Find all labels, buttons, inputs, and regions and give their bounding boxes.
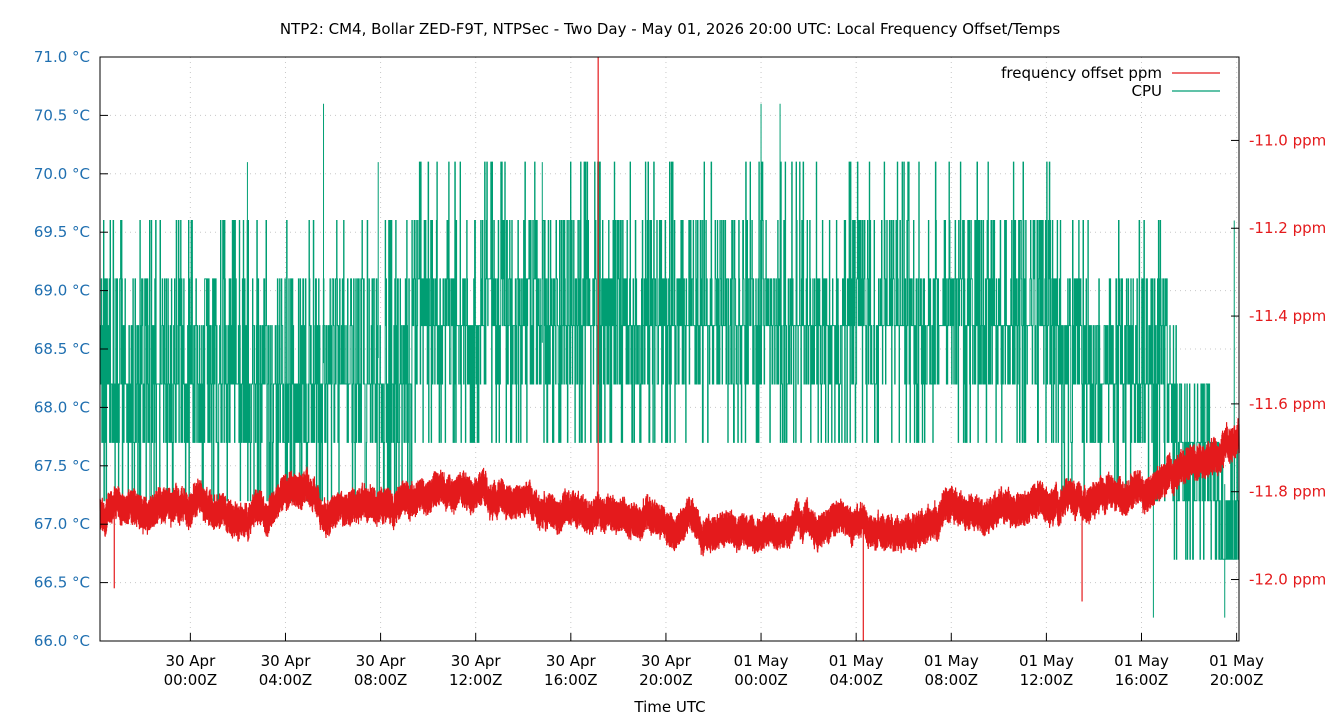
tick-label-x-date: 30 Apr — [165, 652, 216, 670]
y-axis-right: -11.0 ppm -11.2 ppm -11.4 ppm -11.6 ppm -11.… — [1231, 131, 1326, 589]
tick-label-x-date: 01 May — [1114, 652, 1169, 670]
tick-label-x-time: 04:00Z — [259, 671, 313, 689]
tick-label-left: 66.5 °C — [34, 574, 90, 592]
tick-label-x-time: 00:00Z — [164, 671, 218, 689]
tick-label-right: -11.6 ppm — [1249, 395, 1326, 413]
tick-label-right: -11.2 ppm — [1249, 219, 1326, 237]
tick-label-x-date: 01 May — [829, 652, 884, 670]
tick-label-left: 69.0 °C — [34, 282, 90, 300]
tick-label-x-time: 16:00Z — [544, 671, 598, 689]
tick-label-right: -11.8 ppm — [1249, 483, 1326, 501]
legend-label: CPU — [1132, 82, 1163, 100]
tick-label-right: -12.0 ppm — [1249, 571, 1326, 589]
tick-label-left: 67.5 °C — [34, 457, 90, 475]
tick-label-x-date: 30 Apr — [261, 652, 312, 670]
chart-title: NTP2: CM4, Bollar ZED-F9T, NTPSec - Two … — [280, 20, 1061, 38]
tick-label-left: 69.5 °C — [34, 223, 90, 241]
tick-label-x-date: 30 Apr — [546, 652, 597, 670]
tick-label-x-date: 30 Apr — [451, 652, 502, 670]
tick-label-left: 67.0 °C — [34, 515, 90, 533]
tick-label-x-time: 00:00Z — [734, 671, 788, 689]
tick-label-left: 70.5 °C — [34, 106, 90, 124]
tick-label-x-time: 08:00Z — [354, 671, 408, 689]
series-spikes-cpu — [246, 103, 1235, 618]
tick-label-left: 71.0 °C — [34, 48, 90, 66]
tick-label-right: -11.0 ppm — [1249, 131, 1326, 149]
tick-label-x-time: 04:00Z — [829, 671, 883, 689]
plot-area — [99, 57, 1240, 641]
tick-label-x-date: 01 May — [734, 652, 789, 670]
tick-label-right: -11.4 ppm — [1249, 307, 1326, 325]
tick-label-x-time: 20:00Z — [639, 671, 693, 689]
tick-label-left: 70.0 °C — [34, 165, 90, 183]
tick-label-left: 68.5 °C — [34, 340, 90, 358]
series-line-frequency-offset — [99, 418, 1240, 557]
y-axis-left: 71.0 °C 70.5 °C 70.0 °C 69.5 °C 69.0 °C 68.5 … — [34, 48, 108, 650]
legend-label: frequency offset ppm — [1001, 64, 1162, 82]
tick-label-x-date: 01 May — [1019, 652, 1074, 670]
tick-label-left: 68.0 °C — [34, 398, 90, 416]
tick-label-x-time: 08:00Z — [925, 671, 979, 689]
series-spikes-frequency-offset — [113, 57, 1083, 641]
tick-label-x-time: 12:00Z — [1020, 671, 1074, 689]
series-line-cpu — [100, 161, 1240, 560]
tick-label-x-date: 30 Apr — [641, 652, 692, 670]
tick-label-x-time: 12:00Z — [449, 671, 503, 689]
tick-label-left: 66.0 °C — [34, 632, 90, 650]
tick-label-x-date: 30 Apr — [356, 652, 407, 670]
tick-label-x-time: 20:00Z — [1210, 671, 1264, 689]
tick-label-x-date: 01 May — [924, 652, 979, 670]
tick-label-x-time: 16:00Z — [1115, 671, 1169, 689]
tick-label-x-date: 01 May — [1209, 652, 1264, 670]
x-axis-label: Time UTC — [633, 698, 705, 716]
